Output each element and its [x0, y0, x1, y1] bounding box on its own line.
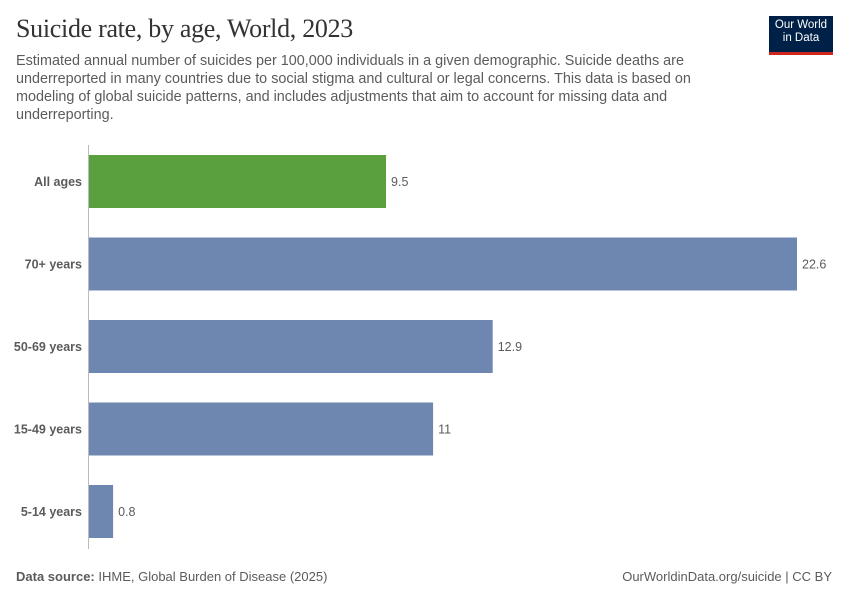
- chart-title: Suicide rate, by age, World, 2023: [16, 14, 353, 43]
- value-label: 22.6: [802, 258, 826, 272]
- category-label: 50-69 years: [14, 340, 82, 354]
- owid-logo[interactable]: Our World in Data: [769, 16, 833, 55]
- category-label: 15-49 years: [14, 423, 82, 437]
- bar: [88, 237, 797, 291]
- chart-subtitle: Estimated annual number of suicides per …: [16, 53, 691, 123]
- value-label: 11: [438, 423, 451, 437]
- bar: [88, 485, 114, 538]
- source-url[interactable]: OurWorldinData.org/suicide | CC BY: [622, 569, 832, 584]
- category-label: 5-14 years: [21, 505, 82, 519]
- bar: [88, 320, 493, 373]
- category-label: 70+ years: [25, 258, 82, 272]
- source-text: IHME, Global Burden of Disease (2025): [94, 569, 328, 584]
- logo-line-2: in Data: [782, 32, 820, 44]
- bar: [88, 402, 434, 456]
- value-label: 12.9: [498, 340, 522, 354]
- logo-line-1: Our World: [774, 19, 828, 31]
- data-source: Data source: IHME, Global Burden of Dise…: [16, 569, 327, 584]
- source-label: Data source:: [16, 569, 95, 584]
- bar: [88, 155, 387, 208]
- category-label: All ages: [34, 175, 82, 189]
- value-label: 9.5: [391, 175, 408, 189]
- value-label: 0.8: [118, 505, 135, 519]
